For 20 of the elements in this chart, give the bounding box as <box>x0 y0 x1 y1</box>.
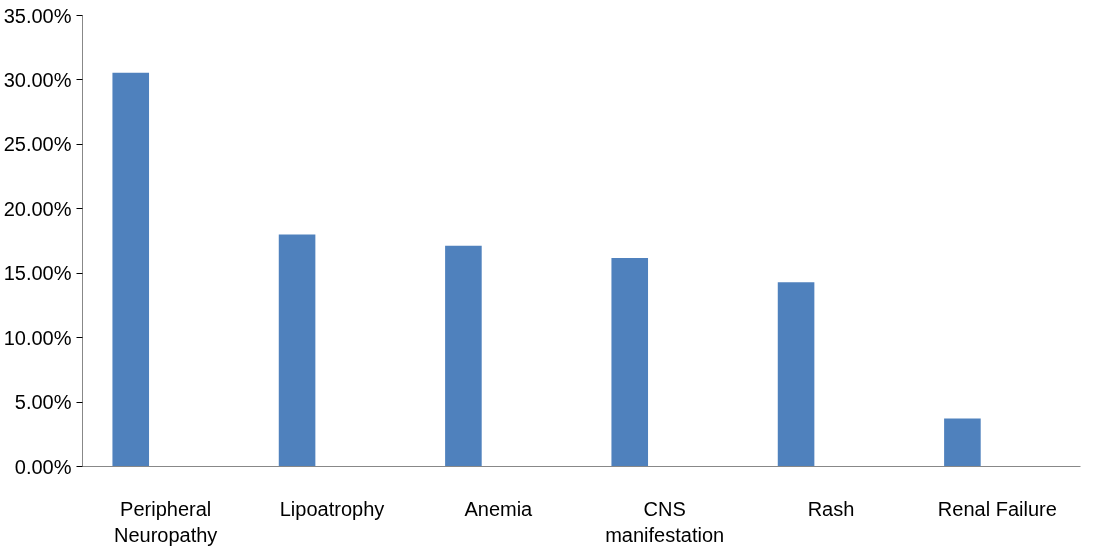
x-tick-label: CNS manifestation <box>605 497 725 546</box>
x-tick-label: Lipoatrophy <box>279 497 385 520</box>
y-tick-label: 0.00% <box>14 455 72 478</box>
bar <box>278 234 316 467</box>
bar <box>777 282 815 467</box>
y-tick-label: 35.00% <box>3 4 72 27</box>
x-tick-label: Renal Failure <box>937 497 1057 520</box>
bar <box>445 245 482 467</box>
bar <box>112 72 150 467</box>
x-tick-label: Rash <box>807 497 855 520</box>
y-tick-label: 10.00% <box>3 326 72 349</box>
y-tick-label: 25.00% <box>3 133 72 156</box>
bar <box>944 418 981 467</box>
y-tick-label: 15.00% <box>3 262 72 285</box>
x-tick-label: Anemia <box>464 497 534 520</box>
y-tick-label: 20.00% <box>3 197 72 220</box>
y-tick-label: 30.00% <box>3 68 72 91</box>
bar <box>611 257 649 467</box>
x-tick-label: Peripheral Neuropathy <box>113 497 218 546</box>
y-tick-label: 5.00% <box>14 391 72 414</box>
